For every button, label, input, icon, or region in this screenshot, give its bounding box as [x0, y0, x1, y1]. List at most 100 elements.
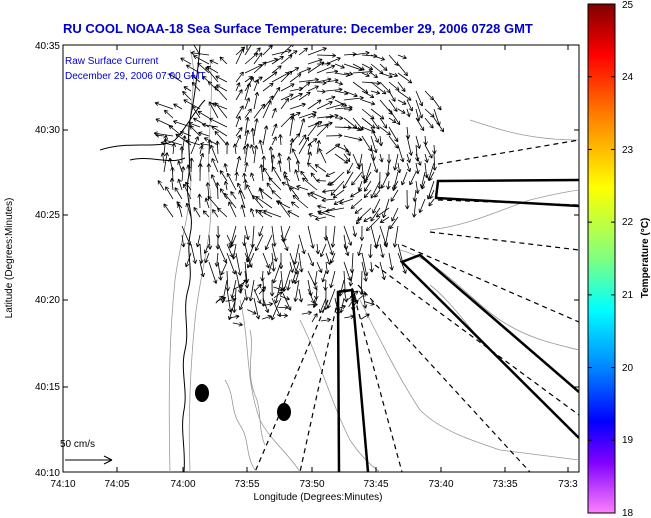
axis-ticks: [62, 44, 579, 473]
current-vector: [233, 284, 243, 290]
current-vector: [409, 171, 417, 186]
current-vector: [369, 261, 374, 273]
current-vector: [406, 162, 412, 173]
current-vector: [298, 91, 311, 101]
current-vector: [363, 216, 372, 223]
current-vector: [388, 90, 396, 102]
current-vector: [271, 107, 277, 119]
current-vector: [325, 87, 343, 92]
current-vector: [249, 144, 255, 155]
current-vector: [370, 126, 379, 143]
current-vector: [244, 225, 250, 241]
current-vector: [181, 225, 192, 246]
y-tick-label: 40:25: [35, 210, 60, 221]
colorbar-tick-labels: 25 24 23 22 21 20 19 18: [622, 0, 634, 518]
current-vector: [204, 197, 210, 209]
plot-frame: [62, 44, 580, 473]
current-vector: [316, 121, 333, 128]
current-vector: [300, 170, 309, 182]
y-tick-label: 40:15: [35, 382, 60, 393]
current-vector: [343, 106, 353, 112]
current-vector: [298, 136, 309, 155]
current-vector: [298, 134, 307, 146]
current-vector: [277, 152, 282, 164]
current-vector: [262, 82, 274, 92]
current-vector: [271, 123, 278, 137]
current-vector: [163, 152, 169, 173]
current-vector: [325, 95, 336, 101]
current-vector: [269, 279, 275, 297]
current-vector: [316, 64, 336, 74]
current-vector: [259, 164, 264, 182]
current-vector: [310, 191, 327, 200]
current-vector: [325, 234, 334, 256]
current-vector: [370, 180, 381, 199]
current-vector: [326, 288, 336, 309]
current-vector: [420, 180, 426, 190]
current-vector: [313, 270, 318, 286]
current-vector: [217, 261, 223, 281]
current-vector: [235, 82, 241, 92]
current-vector: [242, 172, 247, 182]
current-vector: [236, 182, 246, 200]
current-vector: [185, 139, 201, 146]
current-vector: [235, 252, 242, 276]
current-vector: [189, 125, 201, 137]
current-vector: [424, 108, 435, 118]
current-vector: [171, 142, 177, 155]
current-vector: [293, 243, 300, 265]
current-vector: [370, 135, 378, 154]
current-vector: [185, 202, 192, 218]
current-vector: [160, 152, 166, 164]
current-vector: [183, 86, 192, 92]
current-vector: [370, 72, 378, 78]
current-vector: [197, 193, 202, 209]
current-vector: [209, 144, 219, 164]
current-vector: [200, 141, 210, 147]
current-vector: [380, 171, 390, 189]
current-vector: [245, 243, 255, 263]
current-vector: [406, 99, 413, 112]
current-vector: [293, 279, 300, 302]
current-vector: [351, 171, 363, 186]
current-vector: [271, 166, 282, 182]
current-vector: [359, 270, 364, 295]
current-vector: [396, 162, 402, 174]
current-vector: [379, 216, 390, 223]
current-vector: [298, 288, 304, 303]
current-vector: [258, 286, 266, 295]
current-vector: [289, 138, 295, 155]
x-tick-label: 74:00: [170, 479, 195, 490]
current-vector: [271, 65, 282, 74]
current-vector: [330, 180, 345, 196]
current-vector: [375, 207, 390, 218]
current-vector: [429, 189, 435, 200]
current-vector: [397, 81, 406, 92]
current-vector: [186, 164, 192, 182]
current-vector: [174, 187, 183, 200]
current-vector: [334, 63, 345, 69]
current-vector: [270, 297, 282, 321]
current-vector: [388, 252, 394, 271]
current-vector: [202, 210, 210, 218]
current-vector: [307, 80, 327, 86]
current-vector: [379, 63, 388, 71]
current-vector: [386, 153, 392, 164]
current-vector: [280, 234, 289, 251]
current-vector: [364, 180, 372, 192]
current-vector: [211, 158, 219, 173]
current-vector: [244, 143, 250, 164]
current-vector: [320, 317, 331, 323]
current-vector: [318, 148, 327, 164]
current-vector: [350, 198, 363, 210]
current-vector: [235, 115, 241, 128]
current-vector: [242, 145, 248, 155]
x-tick-label: 73:45: [363, 479, 388, 490]
current-vector: [317, 204, 327, 209]
current-vector: [217, 207, 228, 218]
colorbar-tick-label: 24: [622, 72, 634, 83]
current-vector: [415, 153, 422, 166]
current-vector: [280, 45, 294, 56]
current-vector: [199, 152, 205, 164]
current-vector: [219, 188, 228, 200]
